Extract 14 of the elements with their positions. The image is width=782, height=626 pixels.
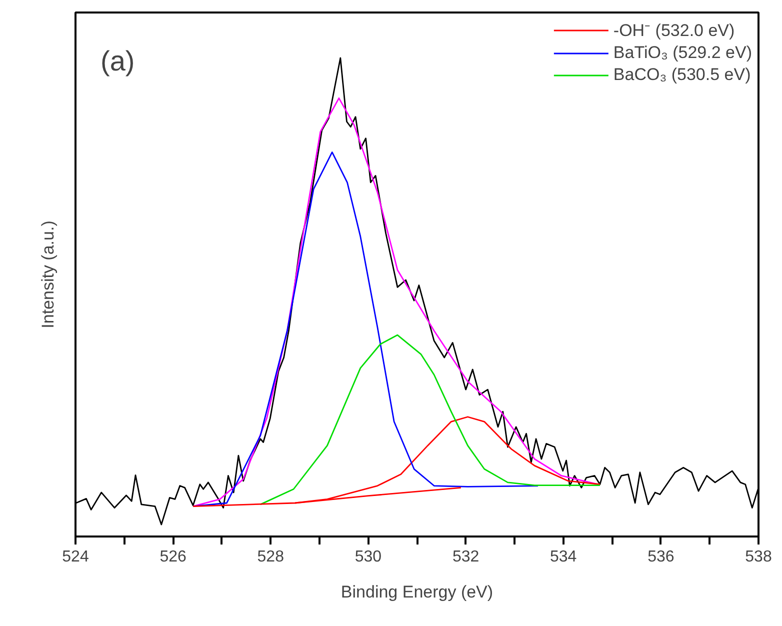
legend-label: BaTiO₃ (529.2 eV) <box>613 43 752 63</box>
x-axis-title: Binding Energy (eV) <box>340 582 494 602</box>
x-tick-label: 528 <box>257 548 284 566</box>
x-tick-label: 530 <box>354 548 382 566</box>
x-tick-label: 524 <box>62 548 89 566</box>
x-tick-label: 532 <box>452 548 480 566</box>
annotation: (a) <box>100 46 135 76</box>
x-tick-label: 526 <box>160 548 187 566</box>
x-tick-label: 538 <box>745 548 772 566</box>
x-tick-label: 534 <box>550 548 577 566</box>
legend-label: -OH⁻ (532.0 eV) <box>613 20 735 41</box>
y-axis-title: Intensity (a.u.) <box>38 220 58 328</box>
x-tick-label: 536 <box>648 548 674 566</box>
legend-label: BaCO₃ (530.5 eV) <box>613 65 751 85</box>
